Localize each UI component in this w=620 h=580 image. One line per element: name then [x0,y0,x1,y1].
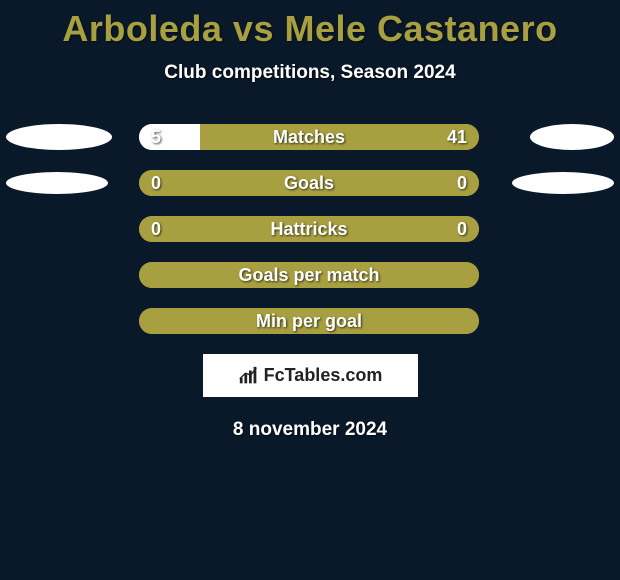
stat-row: 00Goals [0,170,620,196]
bars-region: 541Matches 00Goals 00Hattricks Goals per ma… [0,124,620,334]
brand-logo: FcTables.com [238,365,383,387]
date-text: 8 november 2024 [0,419,620,441]
player-right-ellipse [530,124,614,150]
stat-bar: Min per goal [139,308,479,334]
brand-logo-box: FcTables.com [203,354,418,397]
stat-label: Goals per match [139,262,479,288]
stat-row: Min per goal [0,308,620,334]
stat-row: 00Hattricks [0,216,620,242]
player-left-ellipse [6,124,112,150]
stat-label: Hattricks [139,216,479,242]
brand-logo-text: FcTables.com [264,365,383,386]
stat-bar: 00Goals [139,170,479,196]
chart-icon [238,365,260,387]
stat-bar: Goals per match [139,262,479,288]
player-left-ellipse [6,172,108,194]
stat-label: Matches [139,124,479,150]
stat-row: Goals per match [0,262,620,288]
stat-row: 541Matches [0,124,620,150]
comparison-container: Arboleda vs Mele Castanero Club competit… [0,0,620,441]
stat-label: Goals [139,170,479,196]
page-subtitle: Club competitions, Season 2024 [0,62,620,84]
page-title: Arboleda vs Mele Castanero [0,8,620,50]
stat-bar: 541Matches [139,124,479,150]
player-right-ellipse [512,172,614,194]
stat-bar: 00Hattricks [139,216,479,242]
stat-label: Min per goal [139,308,479,334]
